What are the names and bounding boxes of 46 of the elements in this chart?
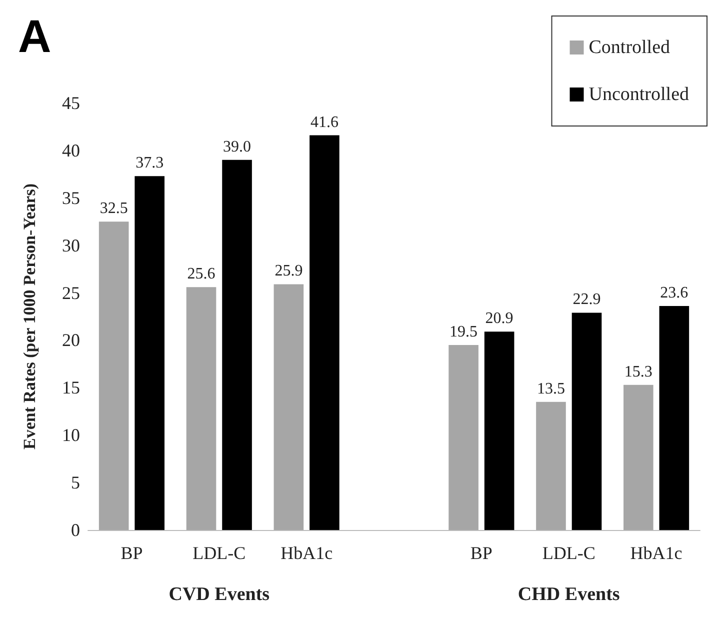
data-label: 25.6 xyxy=(187,266,216,283)
bar xyxy=(98,222,129,530)
bar xyxy=(484,332,514,530)
data-label: 13.5 xyxy=(536,380,565,398)
y-tick-label: 15 xyxy=(62,378,80,398)
bar xyxy=(222,160,252,530)
bar xyxy=(186,287,216,530)
x-tick-label: BP xyxy=(120,543,143,563)
data-label: 32.5 xyxy=(100,200,128,218)
x-tick-label: HbA1c xyxy=(280,543,333,563)
bar xyxy=(274,284,304,530)
data-label: 39.0 xyxy=(223,138,252,156)
y-tick-label: 25 xyxy=(62,282,80,303)
bar xyxy=(659,306,690,530)
y-tick-label: 5 xyxy=(71,472,80,493)
legend-label: Uncontrolled xyxy=(588,84,690,105)
x-tick-label: LDL-C xyxy=(542,543,596,563)
y-tick-label: 45 xyxy=(62,93,80,113)
data-label: 23.6 xyxy=(660,284,688,302)
y-tick-label: 40 xyxy=(62,140,80,160)
data-label: 15.3 xyxy=(624,363,652,380)
text: CHD Events xyxy=(518,584,620,605)
bar xyxy=(536,402,566,530)
legend-label: Controlled xyxy=(588,37,671,58)
bar xyxy=(624,384,654,530)
y-tick-label: 0 xyxy=(71,520,80,540)
x-tick-label: LDL-C xyxy=(192,543,246,563)
bar xyxy=(134,176,164,530)
bar xyxy=(310,135,340,530)
bar xyxy=(448,344,478,530)
data-label: 20.9 xyxy=(485,310,514,328)
chart-title: A xyxy=(18,10,52,62)
data-label: 37.3 xyxy=(136,154,164,172)
data-label: 25.9 xyxy=(274,262,303,280)
data-label: 41.6 xyxy=(310,114,338,131)
x-tick-label: BP xyxy=(470,543,492,563)
y-tick-label: 30 xyxy=(62,235,80,256)
data-label: 22.9 xyxy=(572,291,601,308)
y-tick-label: 10 xyxy=(62,425,80,446)
y-tick-label: 20 xyxy=(62,330,80,350)
x-tick-label: HbA1c xyxy=(630,543,682,563)
data-label: 19.5 xyxy=(450,323,478,340)
bar xyxy=(572,312,602,530)
y-axis-title: Event Rates (per 1000 Person-Years) xyxy=(20,184,39,450)
y-tick-label: 35 xyxy=(62,188,80,208)
text: CVD Events xyxy=(168,584,270,605)
